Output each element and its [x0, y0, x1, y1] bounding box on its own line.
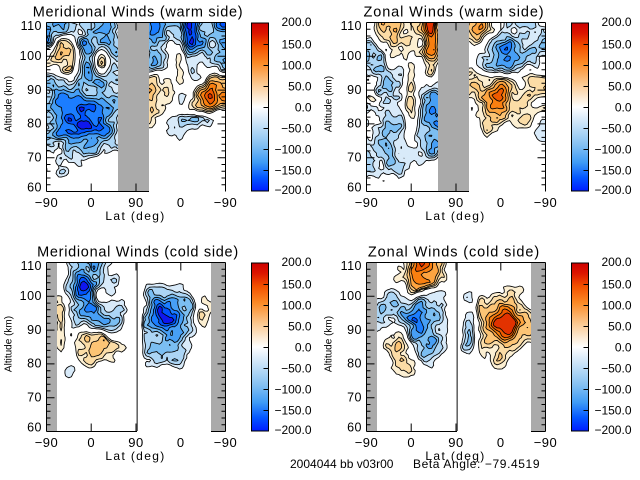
svg-text:90: 90: [448, 435, 463, 450]
svg-text:−150.0: −150.0: [594, 163, 631, 177]
svg-text:2004044 bb v03r00: 2004044 bb v03r00: [290, 457, 394, 471]
svg-text:90: 90: [27, 323, 42, 337]
svg-text:−100.0: −100.0: [274, 142, 311, 156]
svg-text:−200.0: −200.0: [594, 183, 631, 197]
svg-text:60: 60: [347, 420, 362, 434]
svg-text:150.0: 150.0: [281, 277, 311, 291]
svg-text:Beta Angle: −79.4519: Beta Angle: −79.4519: [413, 457, 540, 471]
svg-text:Lat (deg): Lat (deg): [105, 209, 165, 223]
svg-text:200.0: 200.0: [601, 15, 631, 29]
svg-text:0.0: 0.0: [615, 100, 632, 114]
svg-text:Meridional Winds (warm side): Meridional Winds (warm side): [33, 5, 244, 21]
svg-text:Lat (deg): Lat (deg): [105, 449, 165, 463]
svg-text:90: 90: [448, 195, 463, 210]
svg-text:100: 100: [20, 49, 42, 63]
svg-text:−150.0: −150.0: [274, 403, 311, 417]
svg-text:−90: −90: [35, 435, 59, 450]
svg-text:0: 0: [497, 435, 505, 450]
svg-text:−200.0: −200.0: [274, 423, 311, 437]
svg-text:100.0: 100.0: [601, 58, 631, 72]
svg-text:−90: −90: [355, 435, 379, 450]
svg-text:−150.0: −150.0: [274, 163, 311, 177]
svg-text:50.0: 50.0: [288, 319, 312, 333]
svg-text:0: 0: [87, 195, 95, 210]
svg-text:70: 70: [347, 151, 362, 165]
svg-text:100: 100: [340, 49, 362, 63]
svg-text:−50.0: −50.0: [281, 121, 312, 135]
svg-text:0: 0: [177, 435, 185, 450]
svg-text:Zonal Winds (cold side): Zonal Winds (cold side): [368, 245, 540, 261]
svg-text:−90: −90: [35, 195, 59, 210]
svg-text:−200.0: −200.0: [274, 183, 311, 197]
svg-text:200.0: 200.0: [281, 15, 311, 29]
svg-text:80: 80: [347, 117, 362, 131]
svg-text:110: 110: [341, 19, 362, 33]
svg-text:100.0: 100.0: [601, 298, 631, 312]
svg-text:Meridional Winds (cold side): Meridional Winds (cold side): [37, 245, 239, 261]
svg-text:−90: −90: [214, 435, 238, 450]
svg-text:−90: −90: [214, 195, 238, 210]
svg-text:−100.0: −100.0: [594, 382, 631, 396]
svg-text:−100.0: −100.0: [594, 142, 631, 156]
svg-text:Altitude (km): Altitude (km): [324, 316, 335, 372]
svg-text:110: 110: [21, 19, 42, 33]
svg-text:200.0: 200.0: [281, 255, 311, 269]
svg-text:150.0: 150.0: [601, 277, 631, 291]
svg-text:80: 80: [27, 117, 42, 131]
svg-text:0.0: 0.0: [295, 340, 312, 354]
svg-text:70: 70: [27, 391, 42, 405]
svg-text:80: 80: [347, 357, 362, 371]
svg-text:150.0: 150.0: [601, 37, 631, 51]
svg-text:0.0: 0.0: [295, 100, 312, 114]
svg-text:−50.0: −50.0: [281, 361, 312, 375]
svg-text:150.0: 150.0: [281, 37, 311, 51]
svg-text:100: 100: [340, 289, 362, 303]
svg-text:Lat (deg): Lat (deg): [425, 449, 485, 463]
svg-text:0: 0: [87, 435, 95, 450]
svg-text:0.0: 0.0: [615, 340, 632, 354]
svg-text:0: 0: [177, 195, 185, 210]
svg-text:Altitude (km): Altitude (km): [4, 76, 15, 132]
svg-text:0: 0: [407, 435, 415, 450]
svg-text:100.0: 100.0: [281, 298, 311, 312]
svg-text:100.0: 100.0: [281, 58, 311, 72]
svg-text:90: 90: [27, 83, 42, 97]
svg-text:−100.0: −100.0: [274, 382, 311, 396]
svg-text:0: 0: [407, 195, 415, 210]
svg-text:−90: −90: [534, 195, 558, 210]
svg-text:Lat (deg): Lat (deg): [425, 209, 485, 223]
svg-text:70: 70: [347, 391, 362, 405]
svg-text:60: 60: [27, 180, 42, 194]
svg-text:70: 70: [27, 151, 42, 165]
svg-text:−50.0: −50.0: [601, 361, 632, 375]
svg-text:60: 60: [27, 420, 42, 434]
svg-text:−50.0: −50.0: [601, 121, 632, 135]
svg-text:Altitude (km): Altitude (km): [324, 76, 335, 132]
svg-text:0: 0: [497, 195, 505, 210]
svg-text:90: 90: [128, 195, 143, 210]
svg-text:Zonal Winds (warm side): Zonal Winds (warm side): [363, 5, 544, 21]
svg-text:−90: −90: [534, 435, 558, 450]
svg-text:50.0: 50.0: [608, 319, 632, 333]
svg-text:90: 90: [347, 83, 362, 97]
svg-text:110: 110: [21, 259, 42, 273]
svg-text:90: 90: [128, 435, 143, 450]
svg-text:90: 90: [347, 323, 362, 337]
svg-text:−200.0: −200.0: [594, 423, 631, 437]
svg-text:60: 60: [347, 180, 362, 194]
svg-text:−90: −90: [355, 195, 379, 210]
svg-text:110: 110: [341, 259, 362, 273]
svg-text:−150.0: −150.0: [594, 403, 631, 417]
svg-text:50.0: 50.0: [288, 79, 312, 93]
svg-text:200.0: 200.0: [601, 255, 631, 269]
svg-text:80: 80: [27, 357, 42, 371]
svg-text:Altitude (km): Altitude (km): [4, 316, 15, 372]
svg-text:50.0: 50.0: [608, 79, 632, 93]
svg-text:100: 100: [20, 289, 42, 303]
